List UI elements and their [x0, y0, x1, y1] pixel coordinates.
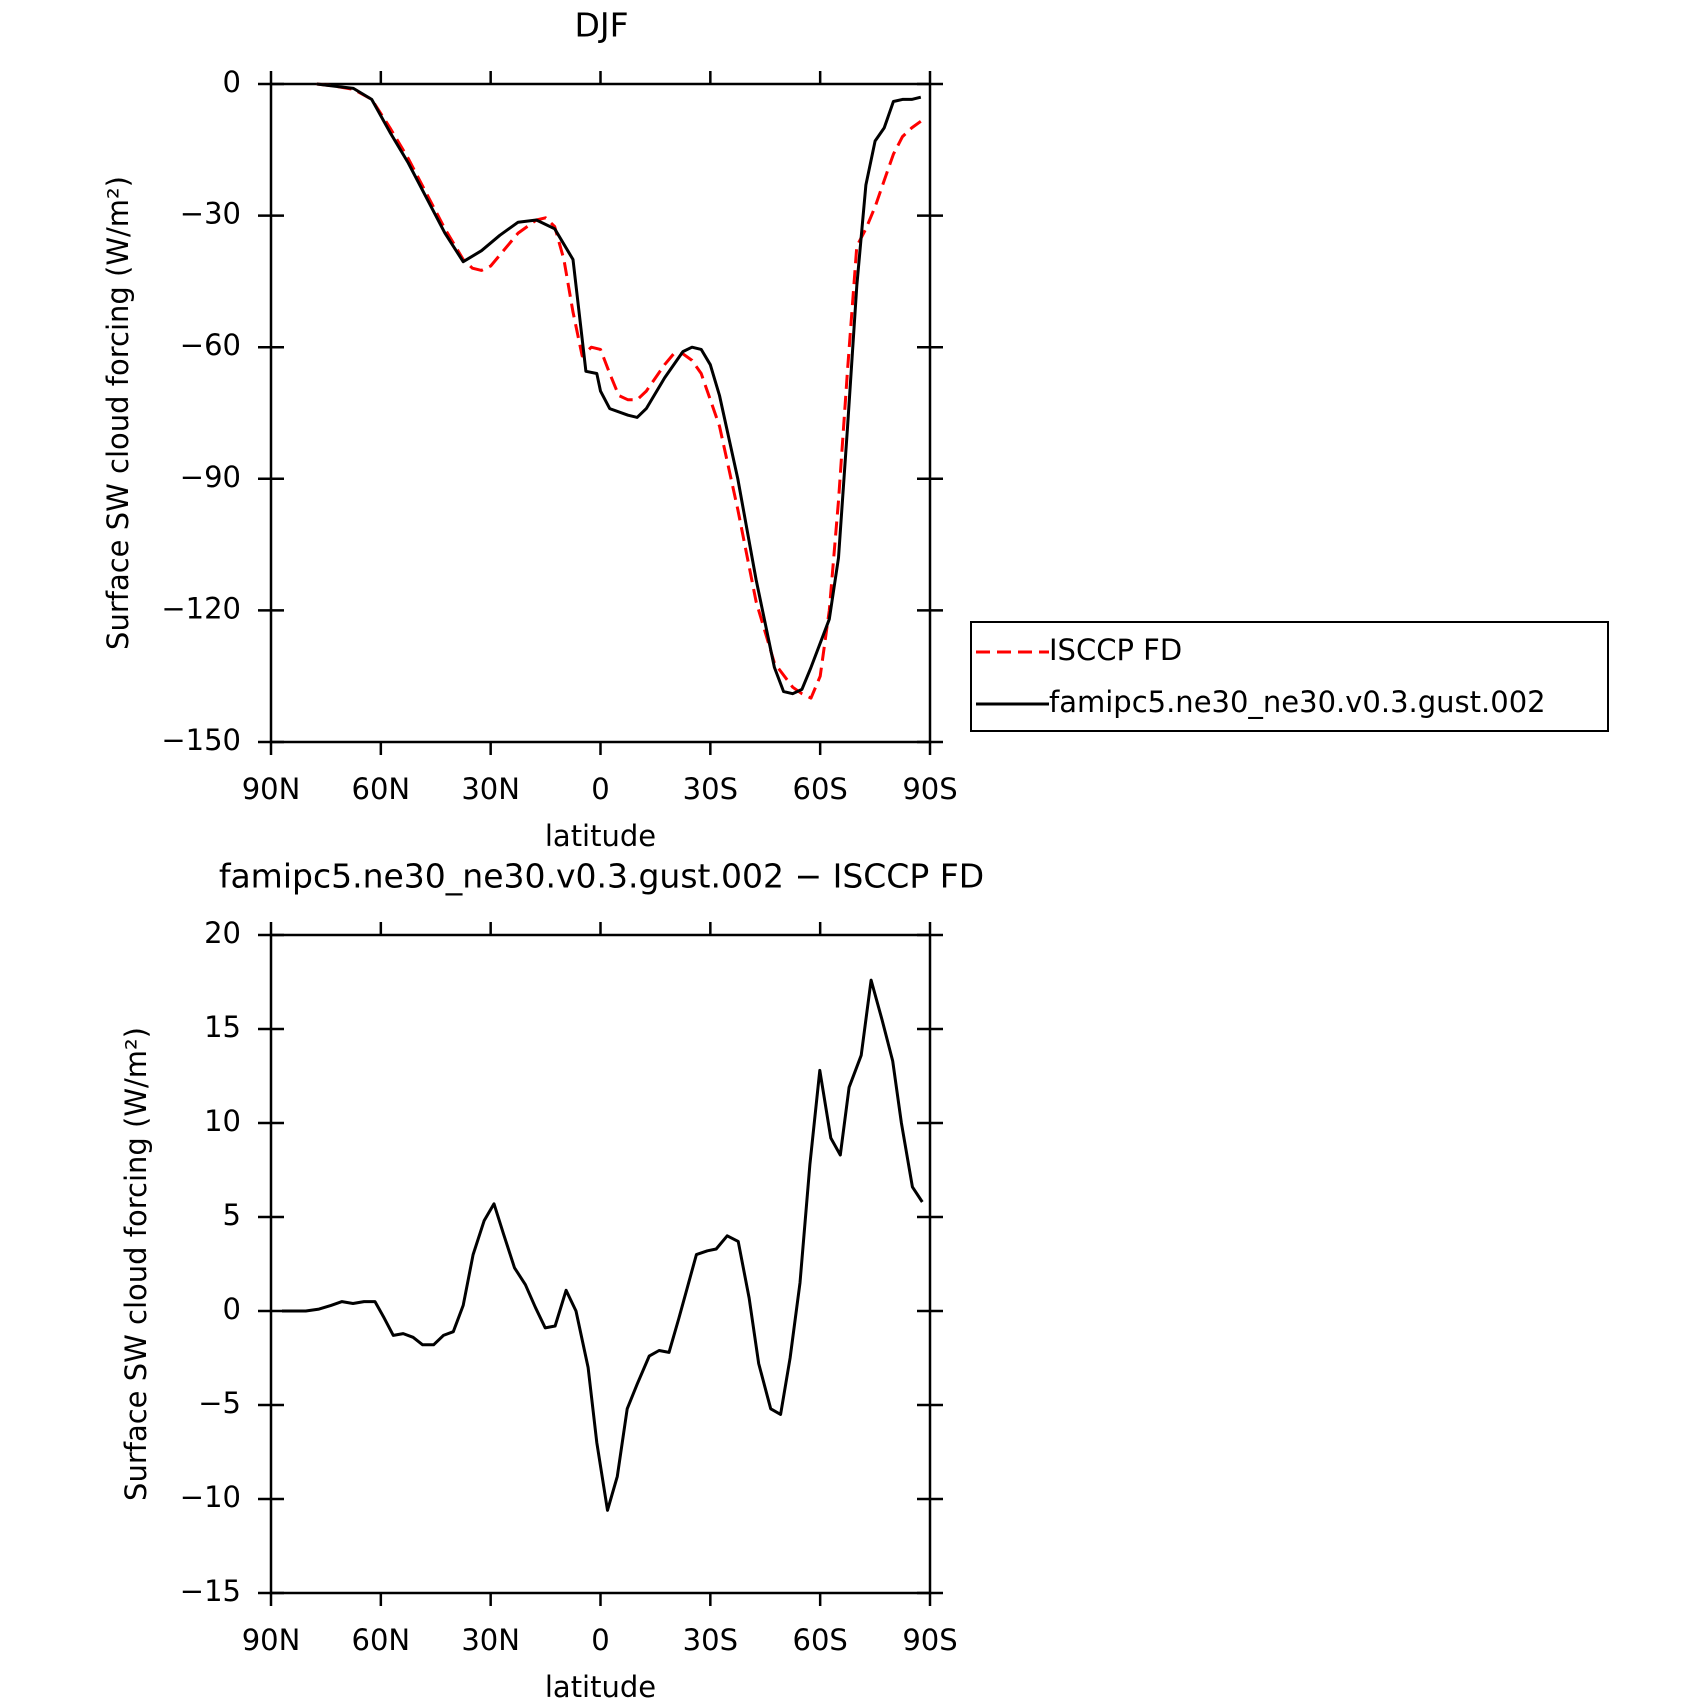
chart-title: DJF: [574, 6, 628, 45]
y-axis-label: Surface SW cloud forcing (W/m²): [119, 1027, 153, 1501]
y-tick-label: −30: [180, 197, 241, 231]
x-axis-label: latitude: [545, 819, 656, 853]
legend-label: ISCCP FD: [1049, 633, 1182, 667]
y-tick-label: −120: [161, 591, 241, 625]
y-tick-label: 5: [223, 1198, 241, 1232]
x-tick-label: 60S: [793, 772, 848, 806]
x-axis-label: latitude: [545, 1670, 656, 1702]
legend-box: [970, 621, 1609, 732]
plot-frame: [269, 933, 932, 1595]
x-tick-label: 30N: [461, 1623, 520, 1657]
plot-frame: [269, 82, 932, 744]
x-tick-label: 60S: [793, 1623, 848, 1657]
y-tick-label: −90: [180, 460, 241, 494]
x-tick-label: 90N: [242, 772, 301, 806]
y-tick-label: −60: [180, 328, 241, 362]
y-tick-label: −10: [180, 1480, 241, 1514]
x-tick-label: 90N: [242, 1623, 301, 1657]
x-tick-label: 30N: [461, 772, 520, 806]
y-tick-label: 0: [223, 1292, 241, 1326]
x-tick-label: 30S: [683, 772, 738, 806]
data-line: [316, 82, 922, 696]
x-tick-label: 90S: [902, 1623, 957, 1657]
data-line: [282, 978, 924, 1512]
y-tick-label: 15: [204, 1010, 241, 1044]
x-tick-label: 30S: [683, 1623, 738, 1657]
y-tick-label: −5: [198, 1386, 241, 1420]
y-tick-label: 20: [204, 916, 241, 950]
y-axis-label: Surface SW cloud forcing (W/m²): [101, 176, 135, 650]
x-tick-label: 60N: [352, 772, 411, 806]
x-tick-label: 90S: [902, 772, 957, 806]
y-tick-label: 0: [223, 65, 241, 99]
y-tick-label: 10: [204, 1104, 241, 1138]
x-tick-label: 0: [591, 1623, 609, 1657]
x-tick-label: 0: [591, 772, 609, 806]
y-tick-label: −15: [180, 1574, 241, 1608]
x-tick-label: 60N: [352, 1623, 411, 1657]
chart-title: famipc5.ne30_ne30.v0.3.gust.002 − ISCCP …: [219, 857, 984, 896]
legend-label: famipc5.ne30_ne30.v0.3.gust.002: [1049, 685, 1546, 719]
y-tick-label: −150: [161, 723, 241, 757]
